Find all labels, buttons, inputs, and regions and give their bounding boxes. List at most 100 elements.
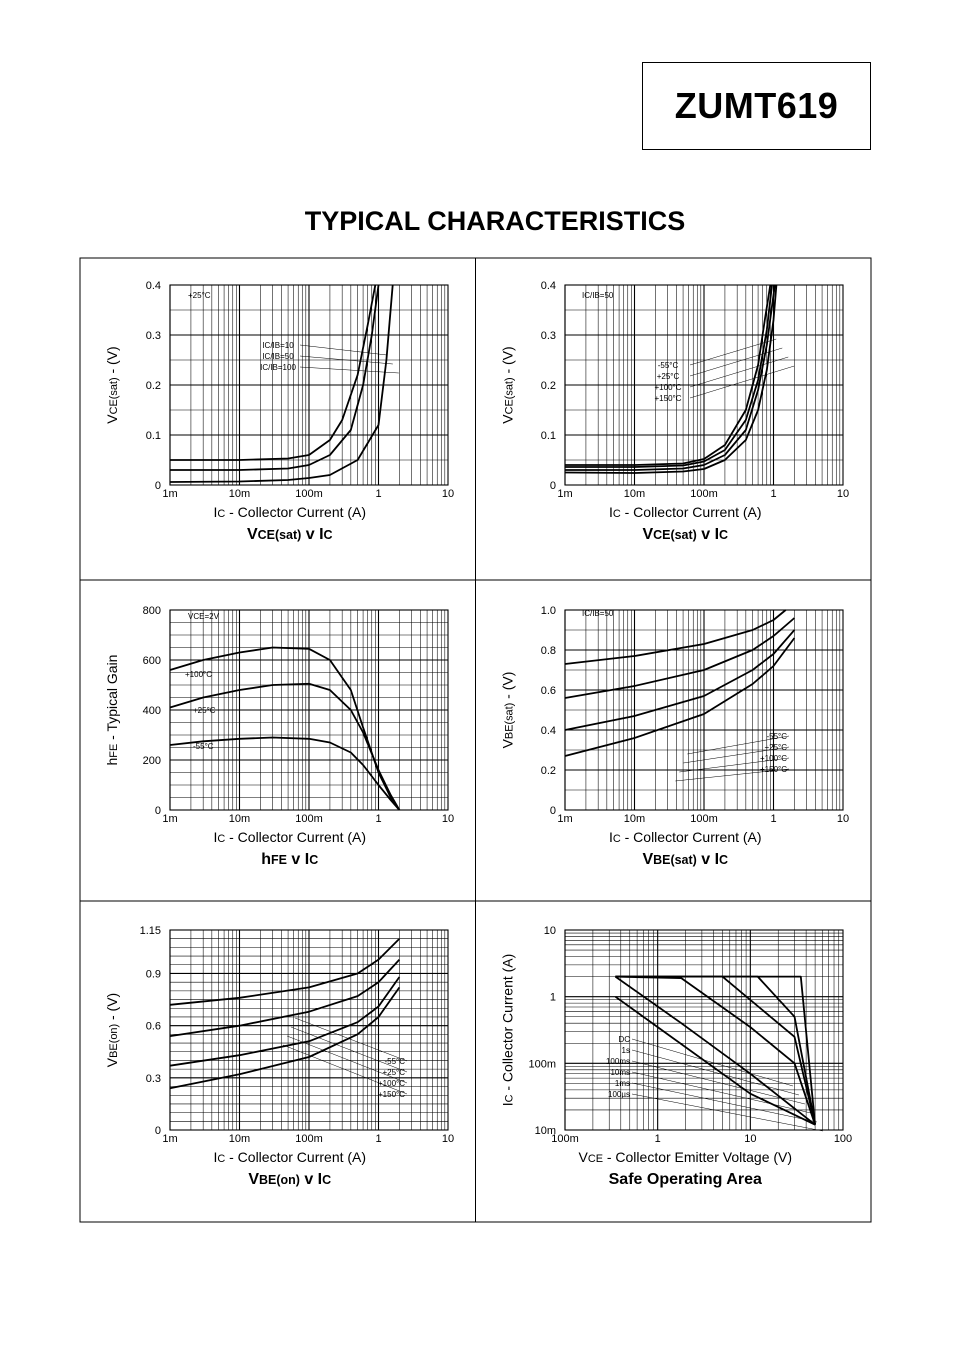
chart-title-part: CE(sat) <box>258 528 302 542</box>
x-tick-label: 1m <box>162 813 177 825</box>
y-axis-label-part: V <box>500 414 516 424</box>
chart-title: VBE(on) v IC <box>248 1171 331 1188</box>
y-tick-label: 400 <box>143 705 161 717</box>
x-axis-label-part: CE <box>588 1153 603 1165</box>
chart-title-part: v I <box>697 526 719 543</box>
y-axis-label: VBE(on) - (V) <box>104 993 120 1067</box>
leader-line <box>299 344 387 356</box>
chart-title-part: v I <box>697 851 719 868</box>
chart-title-part: C <box>309 853 318 867</box>
chart-title-part: V <box>247 526 258 543</box>
x-tick-label: 100 <box>834 1133 852 1145</box>
grid <box>564 930 843 1131</box>
leader-line <box>683 746 790 764</box>
grid <box>564 609 843 811</box>
grid <box>564 284 843 486</box>
chart-title: Safe Operating Area <box>609 1171 762 1188</box>
series-line <box>169 938 401 1006</box>
x-axis-label-part: C <box>613 508 621 520</box>
leader-line <box>689 338 777 366</box>
x-axis-label: IC - Collector Current (A) <box>213 829 366 845</box>
x-axis-label-part: I <box>213 829 217 845</box>
series-label: +25°C <box>193 706 216 715</box>
chart-title-part: CE(sat) <box>653 528 697 542</box>
leader-line <box>299 366 399 374</box>
series-label: -55°C <box>658 361 679 370</box>
y-axis-label-part: - Collector Current (A) <box>500 954 516 1095</box>
y-axis-label-part: - (V) <box>104 993 120 1024</box>
y-tick-label: 0.2 <box>146 380 161 392</box>
leader-line <box>675 768 790 782</box>
y-tick-label: 100m <box>528 1058 556 1070</box>
y-tick-label: 10 <box>544 925 556 937</box>
y-tick-label: 0.3 <box>541 330 556 342</box>
leader-line <box>631 1049 800 1096</box>
y-tick-label: 600 <box>143 655 161 667</box>
x-tick-label: 1m <box>162 1133 177 1145</box>
chart-title-part: V <box>642 526 653 543</box>
series-label: 100ms <box>606 1057 630 1066</box>
chart-title-part: C <box>322 1173 331 1187</box>
y-axis-label-part: V <box>104 414 120 424</box>
x-axis-label: IC - Collector Current (A) <box>213 1149 366 1165</box>
y-axis-label: hFE - Typical Gain <box>104 655 120 766</box>
series-line <box>169 986 401 1090</box>
page-title: TYPICAL CHARACTERISTICS <box>304 206 686 236</box>
chart-title-part: h <box>261 851 271 868</box>
series-line <box>169 736 401 811</box>
series-label: IC/IB=100 <box>260 363 296 372</box>
x-tick-label: 10 <box>442 488 454 500</box>
series-label: +150°C <box>760 765 787 774</box>
chart-title-part: C <box>719 528 728 542</box>
plot-border <box>169 929 449 1131</box>
leader-line <box>631 1093 824 1132</box>
series-line <box>614 975 816 1126</box>
series-label: -55°C <box>766 732 787 741</box>
series-label: 100µs <box>608 1090 630 1099</box>
x-axis-label-part: - Collector Current (A) <box>621 504 762 520</box>
x-tick-label: 100m <box>295 813 323 825</box>
grid <box>169 609 448 811</box>
y-tick-label: 0.8 <box>541 645 556 657</box>
series-line <box>170 284 380 471</box>
y-axis-label-part: CE(sat) <box>504 377 516 414</box>
y-axis-label-part: V <box>500 738 516 748</box>
x-tick-label: 1 <box>655 1133 661 1145</box>
series-label: 1ms <box>615 1079 630 1088</box>
leader-line <box>291 1026 408 1073</box>
y-axis-label-part: CE(sat) <box>108 377 120 414</box>
series-label: +100°C <box>185 670 212 679</box>
series-line <box>615 975 816 1125</box>
series-label: -55°C <box>384 1057 405 1066</box>
series-line <box>170 284 377 461</box>
y-tick-label: 1 <box>550 992 556 1004</box>
series-line <box>169 976 401 1067</box>
part-number-box: ZUMT619 <box>642 62 871 150</box>
condition-label: IC/IB=50 <box>582 291 614 300</box>
x-axis-label-part: I <box>213 504 217 520</box>
x-axis-label-part: C <box>217 1153 225 1165</box>
x-axis-label-part: I <box>609 504 613 520</box>
y-tick-label: 0.1 <box>146 430 161 442</box>
series-line <box>169 284 394 483</box>
y-tick-label: 0.2 <box>541 380 556 392</box>
chart-6: 100m 1 10 10010m100m110DC1s100ms10ms1ms100µ… <box>500 925 853 1188</box>
y-tick-label: 1.15 <box>140 925 161 937</box>
y-tick-label: 0.2 <box>541 765 556 777</box>
y-tick-label: 0.3 <box>146 330 161 342</box>
x-tick-label: 100m <box>690 813 718 825</box>
y-tick-label: 0 <box>155 480 161 492</box>
x-axis-label-part: V <box>578 1149 588 1165</box>
chart-title: VCE(sat) v IC <box>247 526 333 543</box>
series-label: IC/IB=50 <box>262 352 294 361</box>
x-axis-label-part: I <box>213 1149 217 1165</box>
y-axis-label: VCE(sat) - (V) <box>104 346 120 423</box>
x-tick-label: 1 <box>770 488 776 500</box>
y-axis-label-part: h <box>104 758 120 766</box>
x-tick-label: 10m <box>229 1133 250 1145</box>
series-label: -55°C <box>193 742 214 751</box>
x-tick-label: 1 <box>375 1133 381 1145</box>
plot-border <box>564 929 844 1131</box>
x-axis-label-part: - Collector Current (A) <box>225 504 366 520</box>
x-tick-label: 100m <box>690 488 718 500</box>
